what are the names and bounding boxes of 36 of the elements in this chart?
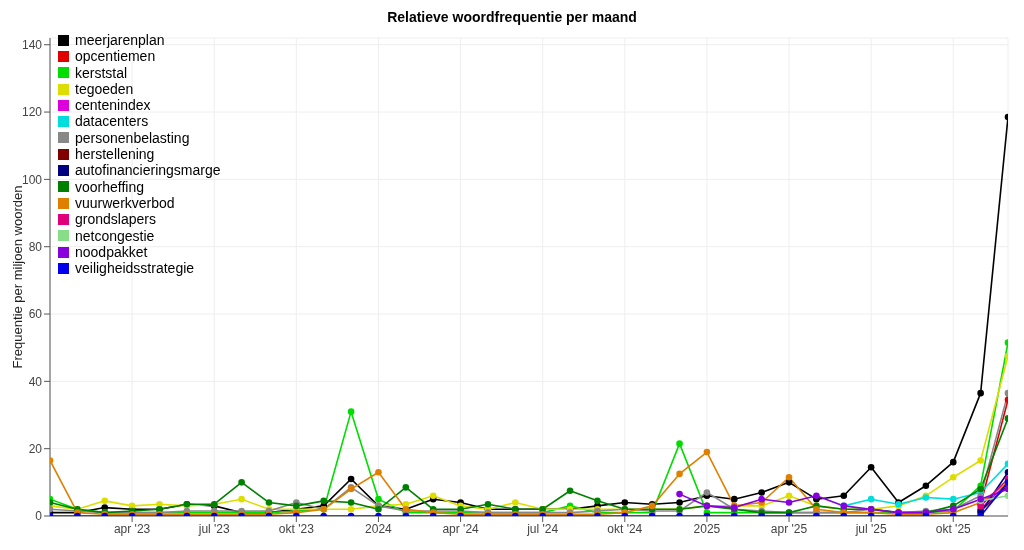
legend-label: personenbelasting bbox=[75, 129, 190, 147]
legend-label: autofinancieringsmarge bbox=[75, 162, 221, 179]
y-tick-label: 20 bbox=[28, 441, 43, 456]
y-axis-title: Frequentie per miljoen woorden bbox=[9, 185, 25, 369]
x-tick-label: jul '23 bbox=[197, 521, 231, 536]
y-tick-label: 100 bbox=[21, 172, 43, 187]
legend-label: centenindex bbox=[75, 97, 151, 114]
x-tick-label: okt '24 bbox=[607, 521, 643, 536]
legend-label: grondslapers bbox=[75, 211, 156, 228]
x-tick-label: apr '24 bbox=[442, 521, 480, 536]
x-tick-label: 2024 bbox=[365, 521, 393, 536]
y-tick-label: 120 bbox=[21, 105, 43, 120]
legend-label: noodpakket bbox=[75, 243, 148, 261]
legend-label: opcentiemen bbox=[75, 48, 156, 65]
x-tick-label: jul '24 bbox=[526, 521, 559, 536]
x-tick-label: jul '25 bbox=[854, 521, 887, 536]
legend-label: tegoeden bbox=[75, 80, 134, 98]
y-tick-label: 60 bbox=[28, 307, 43, 322]
legend-label: meerjarenplan bbox=[75, 32, 165, 49]
legend-label: datacenters bbox=[75, 113, 149, 130]
legend-label: herstellening bbox=[75, 146, 155, 163]
x-tick-label: 2025 bbox=[693, 521, 721, 536]
legend-label: voorheffing bbox=[75, 178, 145, 195]
legend-label: kerststal bbox=[75, 64, 128, 81]
legend-label: netcongestie bbox=[75, 227, 155, 244]
chart-title: Relatieve woordfrequentie per maand bbox=[386, 8, 638, 27]
y-tick-label: 0 bbox=[35, 509, 43, 524]
legend-label: veiligheidsstrategie bbox=[75, 260, 195, 277]
y-tick-label: 40 bbox=[28, 374, 43, 389]
y-tick-label: 80 bbox=[28, 239, 43, 254]
x-tick-label: apr '23 bbox=[113, 521, 151, 536]
y-tick-label: 140 bbox=[21, 37, 43, 52]
x-tick-label: okt '23 bbox=[278, 521, 315, 536]
x-tick-label: apr '25 bbox=[770, 521, 808, 536]
legend-label: vuurwerkverbod bbox=[75, 194, 175, 212]
x-tick-label: okt '25 bbox=[935, 521, 972, 536]
